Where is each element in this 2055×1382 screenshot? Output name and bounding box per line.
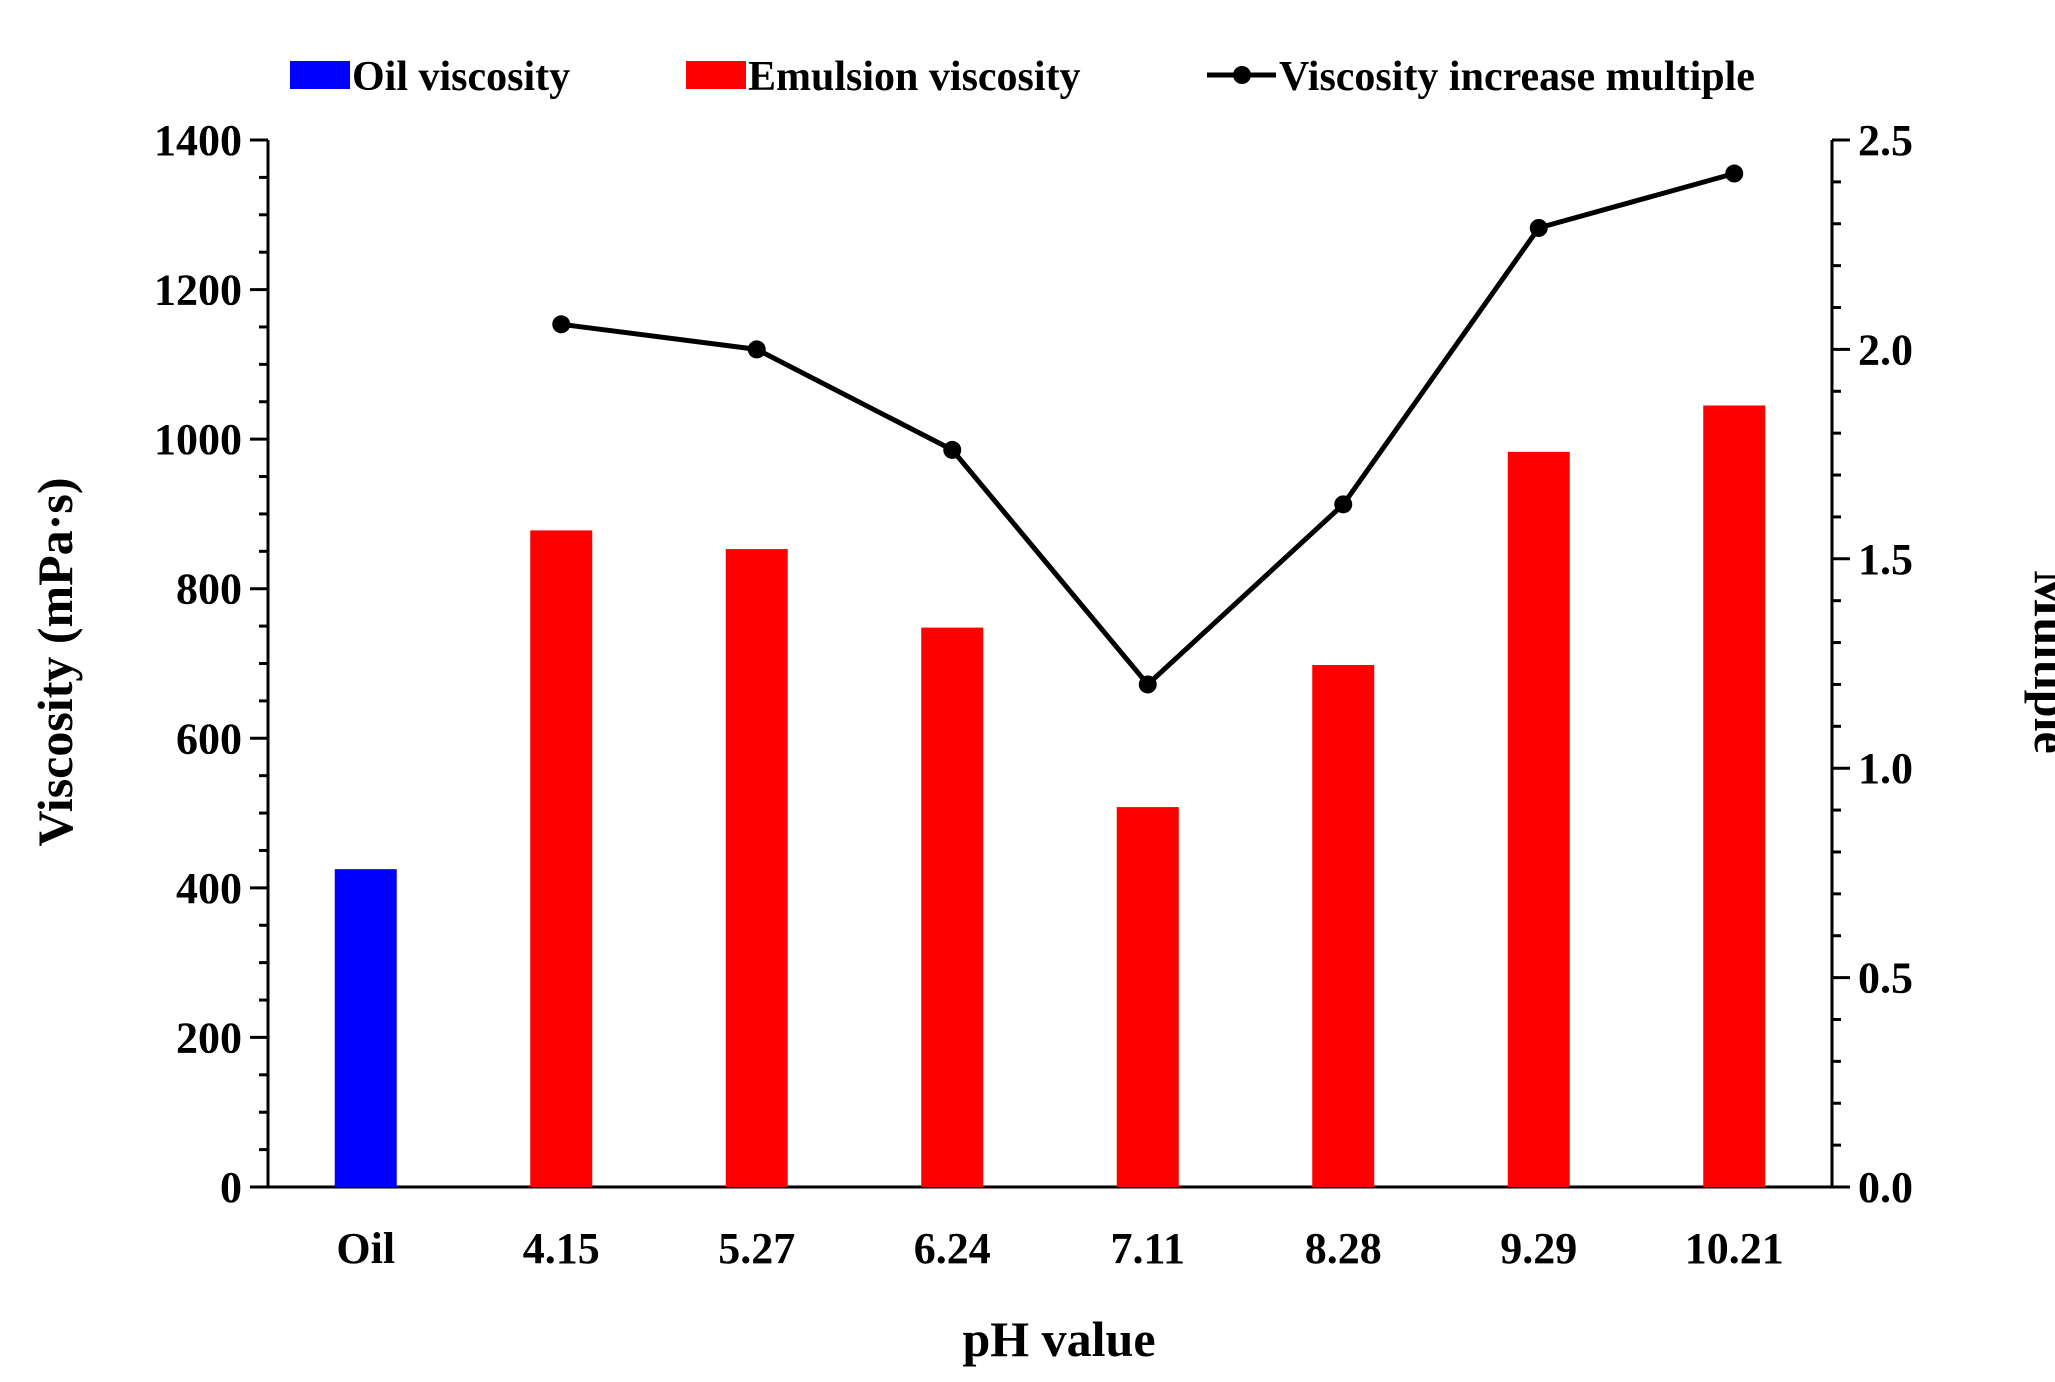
x-axis-title: pH value <box>962 1311 1155 1367</box>
y2-tick-label: 2.0 <box>1858 325 1913 374</box>
legend-swatch-oil-viscosity <box>290 61 350 89</box>
x-tick-label: 4.15 <box>523 1224 600 1273</box>
bars <box>334 405 1766 1188</box>
multiple-point <box>1138 675 1157 694</box>
y-tick-label: 1200 <box>154 266 242 315</box>
legend-label-viscosity-increase-multiple: Viscosity increase multiple <box>1279 54 1755 100</box>
axes: 0 200 400 600 800 1000 1200 1400 0.0 0.5 1.0 1.5 2.0… <box>154 116 1913 1273</box>
multiple-point <box>943 440 962 459</box>
legend-label-oil-viscosity: Oil viscosity <box>352 54 570 100</box>
legend-marker-viscosity-increase-multiple <box>1233 66 1251 84</box>
y-tick-label: 1000 <box>154 415 242 464</box>
y-tick-label: 800 <box>176 565 242 614</box>
bar-emulsion-viscosity <box>1507 451 1570 1187</box>
multiple-point <box>552 315 571 334</box>
y-tick-label: 200 <box>176 1013 242 1062</box>
x-tick-label: Oil <box>336 1224 395 1273</box>
y-axis-title: Viscosity (mPa·s) <box>27 478 83 847</box>
bar-emulsion-viscosity <box>725 549 788 1187</box>
x-tick-label: 7.11 <box>1110 1224 1185 1273</box>
y2-tick-label: 1.0 <box>1858 744 1913 793</box>
x-tick-label: 10.21 <box>1685 1224 1784 1273</box>
x-tick-label: 6.24 <box>914 1224 991 1273</box>
multiple-point <box>1334 495 1353 514</box>
bar-emulsion-viscosity <box>530 530 593 1187</box>
multiple-point <box>1529 218 1548 237</box>
y-tick-label: 1400 <box>154 116 242 165</box>
bar-emulsion-viscosity <box>1312 664 1375 1187</box>
y2-tick-label: 1.5 <box>1858 535 1913 584</box>
y2-tick-label: 0.0 <box>1858 1163 1913 1212</box>
y2-axis-title: Multiple <box>2024 570 2055 753</box>
bar-emulsion-viscosity <box>1116 807 1179 1187</box>
x-tick-label: 5.27 <box>718 1224 795 1273</box>
bar-emulsion-viscosity <box>1703 405 1766 1188</box>
y-tick-label: 400 <box>176 864 242 913</box>
x-tick-label: 9.29 <box>1500 1224 1577 1273</box>
y-tick-label: 0 <box>220 1163 242 1212</box>
x-tick-label: 8.28 <box>1305 1224 1382 1273</box>
multiple-point <box>1725 164 1744 183</box>
multiple-point <box>747 340 766 359</box>
y2-tick-label: 0.5 <box>1858 954 1913 1003</box>
multiple-line <box>552 164 1744 694</box>
legend-swatch-emulsion-viscosity <box>686 61 746 89</box>
bar-oil-viscosity <box>334 869 397 1187</box>
legend-label-emulsion-viscosity: Emulsion viscosity <box>748 54 1081 100</box>
legend: Oil viscosity Emulsion viscosity Viscosi… <box>290 54 1755 100</box>
y2-tick-label: 2.5 <box>1858 116 1913 165</box>
bar-emulsion-viscosity <box>921 627 984 1187</box>
y-tick-label: 600 <box>176 714 242 763</box>
